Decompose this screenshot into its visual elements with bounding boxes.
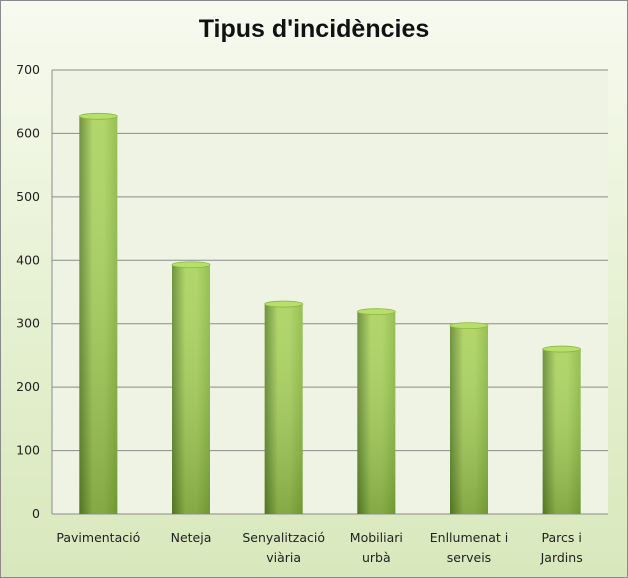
- bar: [78, 112, 118, 514]
- x-tick-label: Senyalització: [242, 530, 325, 545]
- chart-title: Tipus d'incidències: [198, 15, 430, 43]
- x-tick-label: Mobiliari: [350, 530, 403, 545]
- bar: [171, 261, 211, 514]
- bar-cap: [264, 300, 304, 308]
- y-tick-label: 600: [16, 125, 40, 140]
- x-tick-label: Neteja: [171, 530, 212, 545]
- x-tick-label: Pavimentació: [56, 530, 140, 545]
- x-tick-label: Parcs i: [541, 530, 581, 545]
- bar: [542, 345, 582, 514]
- x-tick-label: urbà: [362, 550, 391, 565]
- bar-cap: [171, 261, 211, 269]
- bar: [356, 308, 396, 514]
- bar-shade: [79, 116, 118, 514]
- x-tick-label: Enllumenat i: [430, 530, 509, 545]
- bar-shade: [450, 325, 488, 514]
- y-tick-label: 300: [16, 316, 40, 331]
- x-tick-label: serveis: [447, 550, 491, 565]
- bar-shade: [542, 349, 581, 514]
- y-tick-label: 0: [32, 506, 40, 521]
- bar-shade: [172, 264, 210, 514]
- y-tick-label: 700: [16, 62, 40, 77]
- bar: [264, 300, 304, 514]
- y-tick-label: 100: [16, 443, 40, 458]
- x-tick-label: viària: [266, 550, 301, 565]
- bar-cap: [449, 322, 489, 330]
- bar-shade: [264, 304, 303, 514]
- y-tick-label: 200: [16, 379, 40, 394]
- y-tick-label: 400: [16, 252, 40, 267]
- x-tick-label: Jardins: [540, 550, 583, 565]
- bar-shade: [357, 311, 396, 514]
- bar-cap: [542, 345, 582, 353]
- bar-cap: [356, 308, 396, 316]
- bar-cap: [78, 112, 118, 120]
- bar: [449, 322, 489, 514]
- plot-area: [52, 70, 608, 514]
- y-tick-label: 500: [16, 189, 40, 204]
